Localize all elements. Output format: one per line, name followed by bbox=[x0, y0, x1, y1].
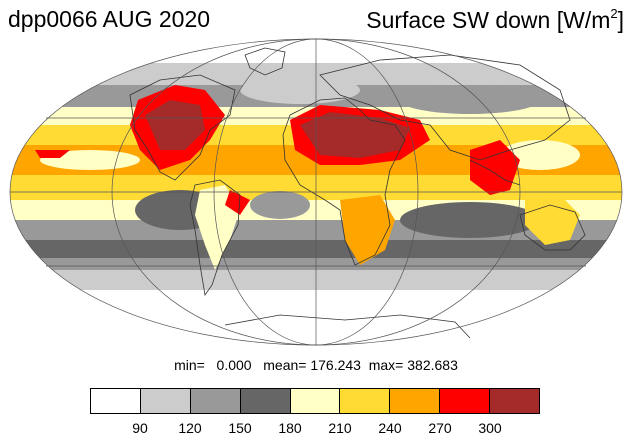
colorbar-swatch bbox=[340, 389, 391, 413]
colorbar-tick-label: 270 bbox=[428, 420, 452, 436]
stats-min-label: min= bbox=[174, 357, 205, 373]
colorbar-swatch bbox=[140, 389, 191, 413]
stats-mean-label: mean= bbox=[263, 357, 307, 373]
colorbar-swatch bbox=[390, 389, 441, 413]
title-right-end: ] bbox=[617, 7, 624, 33]
colorbar-ticks: 90 120 150 180 210 240 270 300 bbox=[90, 420, 540, 440]
stats-min-value: 0.000 bbox=[216, 357, 252, 373]
colorbar-tick-label: 150 bbox=[228, 420, 252, 436]
colorbar-tick-label: 210 bbox=[328, 420, 352, 436]
colorbar-swatch bbox=[290, 389, 341, 413]
colorbar-tick-label: 300 bbox=[478, 420, 502, 436]
title-right-superscript: 2 bbox=[610, 6, 618, 21]
colorbar-tick-label: 180 bbox=[278, 420, 302, 436]
colorbar-swatch bbox=[440, 389, 491, 413]
stats-max-value: 382.683 bbox=[407, 357, 458, 373]
colorbar-tick-label: 120 bbox=[178, 420, 202, 436]
title-right-main: Surface SW down [W/m bbox=[366, 7, 611, 33]
colorbar-swatch bbox=[240, 389, 291, 413]
coastlines bbox=[129, 47, 586, 339]
colorbar-swatch bbox=[190, 389, 241, 413]
plot-title-left: dpp0066 AUG 2020 bbox=[8, 6, 211, 32]
colorbar-tick-label: 90 bbox=[132, 420, 148, 436]
colorbar-swatch bbox=[91, 389, 141, 413]
colorbar-swatch bbox=[490, 389, 540, 413]
plot-title-right: Surface SW down [W/m2] bbox=[366, 6, 624, 34]
stats-mean-value: 176.243 bbox=[310, 357, 361, 373]
stats-max-label: max= bbox=[368, 357, 404, 373]
colorbar bbox=[90, 388, 540, 414]
statistics-line: min= 0.000 mean= 176.243 max= 382.683 bbox=[0, 357, 632, 373]
graticule bbox=[9, 38, 623, 346]
colorbar-tick-label: 240 bbox=[378, 420, 402, 436]
